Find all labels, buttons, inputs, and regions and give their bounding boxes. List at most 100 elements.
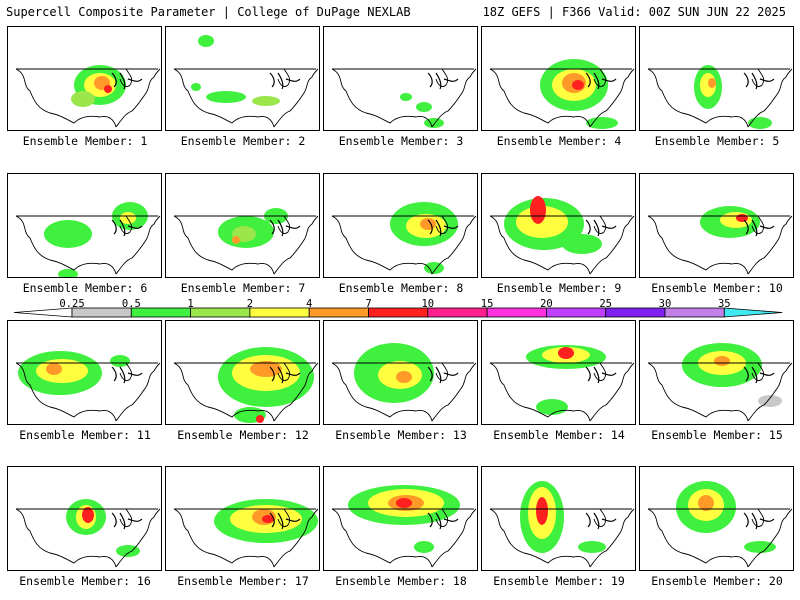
coastline-border xyxy=(15,362,161,422)
scp-field xyxy=(489,481,635,568)
scp-contour xyxy=(698,495,714,511)
scp-contour xyxy=(558,347,574,359)
ensemble-member-label: Ensemble Member: 17 xyxy=(177,574,309,588)
ensemble-member-map xyxy=(323,320,478,425)
colorbar-tick-label: 10 xyxy=(421,298,435,310)
great-lakes xyxy=(427,512,459,530)
scp-contour xyxy=(578,541,606,553)
ensemble-member-map xyxy=(639,466,794,571)
ensemble-member-map xyxy=(7,320,162,425)
great-lakes xyxy=(743,512,775,530)
scp-contour xyxy=(758,395,782,407)
ensemble-member-map xyxy=(165,26,320,131)
coastline-border xyxy=(173,508,319,568)
scp-contour xyxy=(82,507,94,523)
colorbar-tick-label: 30 xyxy=(658,298,672,310)
great-lakes xyxy=(585,72,617,90)
ensemble-member-label: Ensemble Member: 20 xyxy=(651,574,783,588)
colorbar-tick-label: 1 xyxy=(187,298,194,310)
scp-contour xyxy=(424,262,444,274)
ensemble-member-label: Ensemble Member: 13 xyxy=(335,428,467,442)
scp-contour xyxy=(252,96,280,106)
scp-field xyxy=(489,345,635,422)
scp-field xyxy=(489,196,635,275)
coastline-border xyxy=(331,215,477,275)
scp-contour xyxy=(400,93,412,101)
ensemble-member-map xyxy=(481,320,636,425)
scp-contour xyxy=(536,399,568,415)
scp-contour xyxy=(424,118,444,128)
ensemble-member-map xyxy=(7,26,162,131)
scp-contour xyxy=(44,220,92,248)
great-lakes xyxy=(585,219,617,237)
ensemble-member-label: Ensemble Member: 10 xyxy=(651,281,783,295)
scp-contour xyxy=(396,371,412,383)
great-lakes xyxy=(743,219,775,237)
scp-field xyxy=(173,347,319,423)
ensemble-member-label: Ensemble Member: 6 xyxy=(22,281,148,295)
scp-contour xyxy=(232,236,240,244)
scp-contour xyxy=(396,498,412,508)
scp-field xyxy=(173,208,319,275)
ensemble-member-label: Ensemble Member: 16 xyxy=(19,574,151,588)
ensemble-member-map xyxy=(7,173,162,278)
ensemble-member-label: Ensemble Member: 18 xyxy=(335,574,467,588)
scp-field xyxy=(331,343,477,422)
ensemble-member-map xyxy=(323,466,478,571)
colorbar-segment xyxy=(368,307,429,318)
ensemble-member-label: Ensemble Member: 15 xyxy=(651,428,783,442)
scp-contour xyxy=(104,85,112,93)
scp-contour xyxy=(120,212,136,224)
scp-field xyxy=(331,202,477,275)
coastline-border xyxy=(173,362,319,422)
scp-field xyxy=(647,206,793,275)
colorbar-tick-label: 7 xyxy=(365,298,372,310)
ensemble-member-map xyxy=(481,466,636,571)
great-lakes xyxy=(427,219,459,237)
great-lakes xyxy=(743,366,775,384)
ensemble-member-label: Ensemble Member: 12 xyxy=(177,428,309,442)
ensemble-member-map xyxy=(323,26,478,131)
scp-contour xyxy=(416,102,432,112)
colorbar-tick-label: 4 xyxy=(306,298,313,310)
great-lakes xyxy=(111,72,143,90)
ensemble-member-label: Ensemble Member: 11 xyxy=(19,428,151,442)
scp-contour xyxy=(530,196,546,224)
scp-contour xyxy=(736,214,748,222)
colorbar-tick-label: 0.25 xyxy=(59,298,85,310)
colorbar-tick-label: 25 xyxy=(599,298,613,310)
coastline-border xyxy=(647,215,793,275)
colorbar-tick-label: 15 xyxy=(480,298,494,310)
coastline-border xyxy=(331,362,477,422)
colorbar-legend xyxy=(13,307,783,318)
scp-field xyxy=(647,343,793,422)
ensemble-member-map xyxy=(165,173,320,278)
scp-contour xyxy=(572,80,584,90)
scp-contour xyxy=(256,415,264,423)
scp-contour xyxy=(71,91,95,107)
scp-field xyxy=(173,35,319,128)
scp-field xyxy=(331,68,477,128)
ensemble-member-map xyxy=(165,320,320,425)
scp-contour xyxy=(708,78,716,88)
ensemble-member-label: Ensemble Member: 7 xyxy=(180,281,306,295)
ensemble-member-label: Ensemble Member: 3 xyxy=(338,134,464,148)
scp-contour xyxy=(206,91,246,103)
scp-contour xyxy=(586,117,618,129)
great-lakes xyxy=(269,72,301,90)
colorbar-tick-label: 0.5 xyxy=(121,298,141,310)
colorbar-segment xyxy=(190,307,251,318)
great-lakes xyxy=(111,512,143,530)
ensemble-member-map xyxy=(639,320,794,425)
great-lakes xyxy=(427,366,459,384)
colorbar-tick-label: 20 xyxy=(540,298,553,310)
scp-field xyxy=(15,499,161,568)
coastline-border xyxy=(173,68,319,128)
scp-contour xyxy=(198,35,214,47)
ensemble-member-label: Ensemble Member: 1 xyxy=(22,134,148,148)
coastline-border xyxy=(489,215,635,275)
colorbar-tick-label: 2 xyxy=(246,298,254,310)
ensemble-member-map xyxy=(481,173,636,278)
ensemble-member-map xyxy=(481,26,636,131)
ensemble-member-map xyxy=(323,173,478,278)
